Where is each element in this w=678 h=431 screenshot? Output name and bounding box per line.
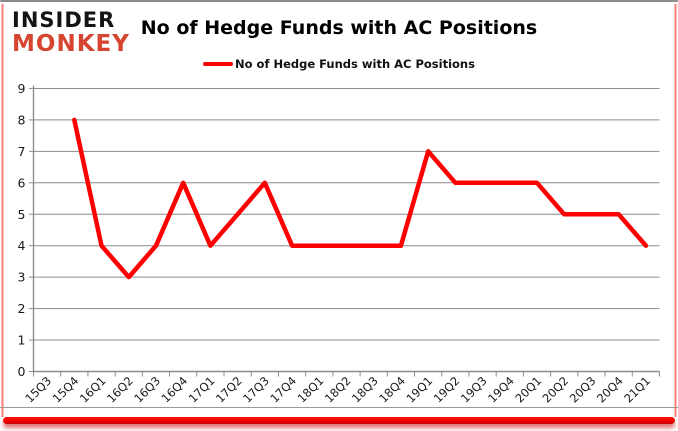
x-tick-label-20Q2: 20Q2 <box>540 374 572 406</box>
chart-title: No of Hedge Funds with AC Positions <box>140 17 538 39</box>
x-tick-label-20Q1: 20Q1 <box>512 374 544 406</box>
logo-line-monkey: MONKEY <box>12 31 130 57</box>
card-bottom-accent-bar <box>3 417 675 424</box>
y-tick-label-6: 6 <box>18 175 26 190</box>
x-tick-label-20Q3: 20Q3 <box>567 374 599 406</box>
x-tick-label-16Q4: 16Q4 <box>158 374 190 406</box>
legend-line-marker <box>203 62 234 66</box>
card-top-border <box>0 0 678 2</box>
x-tick-label-16Q2: 16Q2 <box>104 374 136 406</box>
y-tick-label-7: 7 <box>18 144 26 159</box>
card-right-accent <box>674 4 677 417</box>
x-tick-label-16Q3: 16Q3 <box>131 374 163 406</box>
chart-legend: No of Hedge Funds with AC Positions <box>0 57 678 71</box>
x-tick-label-17Q2: 17Q2 <box>213 374 245 406</box>
panel-bottom-border <box>0 407 678 408</box>
x-tick-label-21Q1: 21Q1 <box>621 374 653 406</box>
x-tick-label-15Q3: 15Q3 <box>22 374 54 406</box>
logo-line-insider: INSIDER <box>12 8 116 32</box>
x-tick-label-17Q3: 17Q3 <box>240 374 272 406</box>
data-line-series <box>72 117 649 280</box>
y-tick-label-8: 8 <box>18 112 26 127</box>
y-tick-label-0: 0 <box>18 364 26 379</box>
x-tick-label-20Q4: 20Q4 <box>594 374 626 406</box>
x-tick-label-18Q3: 18Q3 <box>349 374 381 406</box>
x-tick-label-19Q3: 19Q3 <box>458 374 490 406</box>
x-tick-label-17Q1: 17Q1 <box>186 374 218 406</box>
x-tick-label-18Q4: 18Q4 <box>376 374 408 406</box>
y-tick-label-5: 5 <box>18 207 26 222</box>
y-tick-label-4: 4 <box>18 238 26 253</box>
x-tick-label-15Q4: 15Q4 <box>50 374 82 406</box>
card-left-accent <box>1 4 4 417</box>
x-tick-label-18Q1: 18Q1 <box>295 374 327 406</box>
legend-label: No of Hedge Funds with AC Positions <box>235 57 475 71</box>
insider-monkey-logo: INSIDER MONKEY <box>12 10 130 56</box>
x-tick-label-16Q1: 16Q1 <box>77 374 109 406</box>
y-tick-label-1: 1 <box>18 333 26 348</box>
y-tick-label-3: 3 <box>18 270 26 285</box>
y-tick-label-2: 2 <box>18 301 26 316</box>
x-tick-label-19Q1: 19Q1 <box>403 374 435 406</box>
y-tick-label-9: 9 <box>18 81 26 96</box>
x-tick-label-18Q2: 18Q2 <box>322 374 354 406</box>
x-tick-label-19Q4: 19Q4 <box>485 374 517 406</box>
x-tick-label-19Q2: 19Q2 <box>431 374 463 406</box>
x-tick-label-17Q4: 17Q4 <box>267 374 299 406</box>
